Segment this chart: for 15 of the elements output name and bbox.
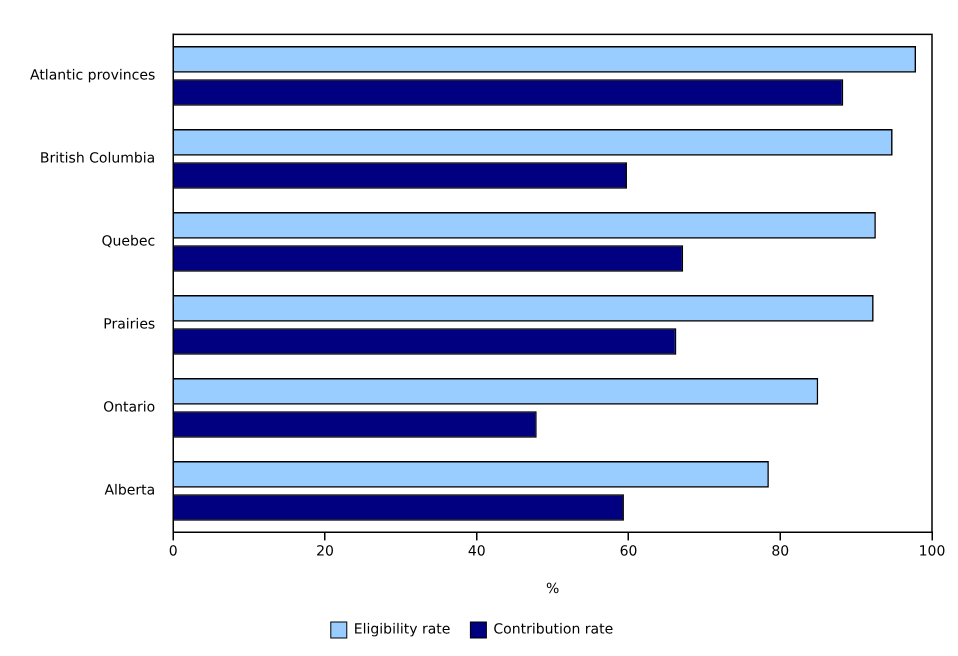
- y-tick-label: Alberta: [104, 482, 156, 499]
- x-tick-label: 0: [168, 543, 178, 560]
- x-tick-label: 60: [620, 543, 638, 560]
- y-tick-label: Quebec: [102, 234, 156, 250]
- legend-label: Eligibility rate: [354, 622, 450, 638]
- y-tick-label: Ontario: [103, 400, 156, 416]
- x-tick-label: 40: [468, 543, 486, 560]
- y-tick-label: British Columbia: [40, 150, 156, 167]
- y-tick-label: Atlantic provinces: [30, 68, 156, 84]
- legend-label: Contribution rate: [493, 622, 614, 638]
- y-tick-label: Prairies: [103, 316, 156, 333]
- x-axis-title: %: [546, 581, 560, 598]
- x-tick-label: 100: [918, 543, 946, 560]
- x-tick-label: 80: [771, 543, 790, 560]
- x-tick-label: 20: [316, 543, 334, 560]
